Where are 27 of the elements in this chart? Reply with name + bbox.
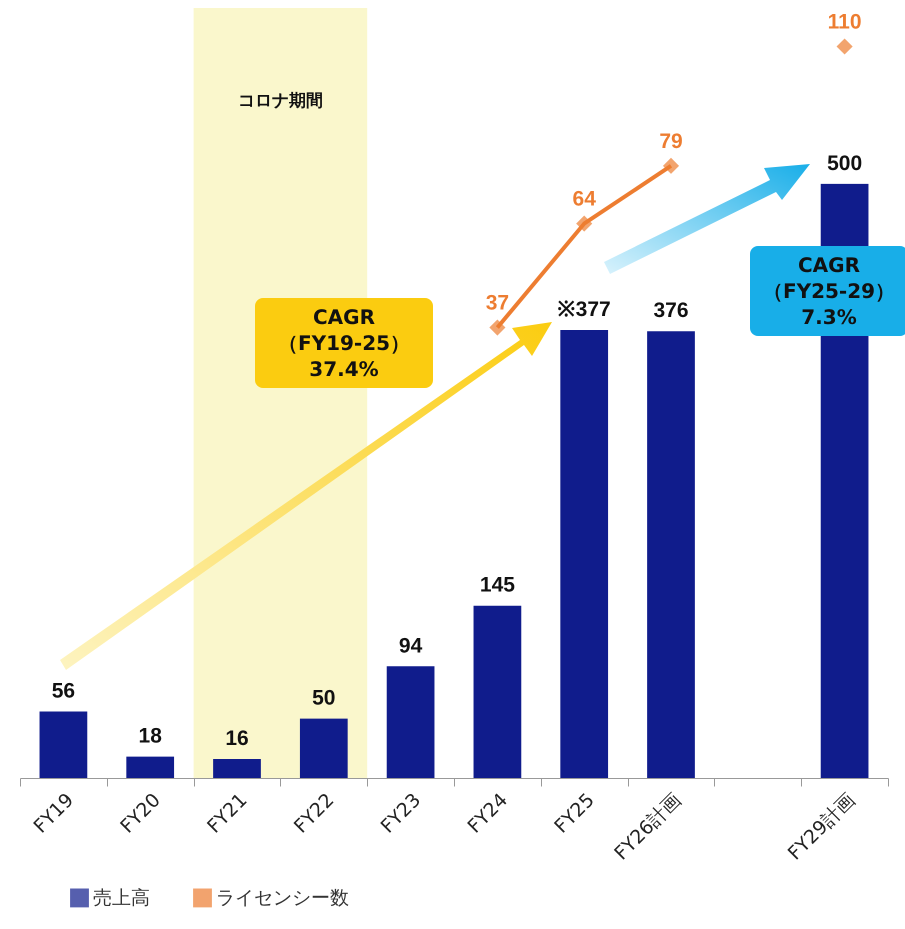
data-label: 56 (52, 679, 76, 702)
data-label: 37 (486, 292, 510, 315)
bar (40, 711, 88, 778)
bar (126, 756, 174, 778)
data-label: 64 (572, 188, 596, 211)
bar (300, 718, 348, 778)
band-label: コロナ期間 (238, 91, 323, 110)
bar (560, 330, 608, 778)
legend-label: 売上高 (93, 886, 150, 909)
data-label: 50 (312, 686, 336, 710)
bar (474, 606, 522, 778)
annotation: CAGR （FY25-29） 7.3% (750, 246, 905, 336)
bar (647, 331, 695, 778)
data-label: 500 (827, 152, 862, 175)
bar (386, 666, 434, 778)
point (836, 38, 853, 55)
data-label: 18 (138, 724, 162, 748)
data-label: 79 (659, 130, 683, 153)
data-label: 145 (480, 574, 516, 597)
data-label: 376 (653, 299, 689, 322)
annotation: CAGR （FY19-25） 37.4% (255, 298, 433, 388)
bar (213, 758, 261, 778)
data-label: 110 (828, 10, 862, 34)
legend-label: ライセンシー数 (216, 886, 349, 909)
data-label: 16 (225, 726, 249, 750)
data-label: ※377 (558, 298, 611, 322)
data-label: 94 (398, 634, 423, 658)
